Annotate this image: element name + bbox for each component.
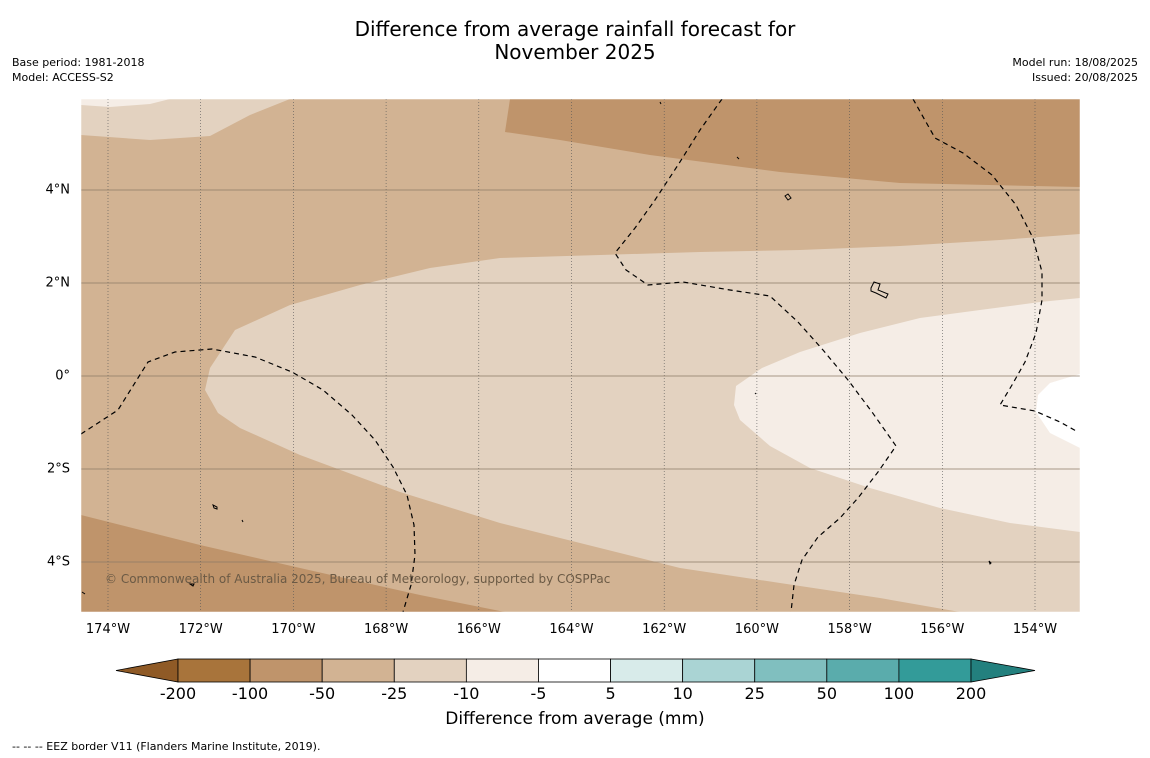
colorbar-swatch: [177, 658, 251, 683]
colorbar-tick-label: -100: [231, 684, 269, 703]
island-9: [754, 392, 757, 395]
colorbar-swatch: [610, 658, 684, 683]
colorbar-tick-label: -25: [381, 684, 408, 703]
colorbar-tick-label: 200: [955, 684, 987, 703]
colorbar-over-arrow: [970, 658, 1036, 683]
island-7: [736, 156, 740, 160]
latitude-label: 2°S: [46, 461, 70, 477]
longitude-label: 154°W: [1012, 622, 1058, 637]
colorbar-swatch: [538, 658, 611, 683]
band-minus-100-north: [505, 99, 1080, 187]
island-8: [241, 519, 244, 523]
island-5: [988, 560, 992, 565]
island-2: [870, 281, 889, 299]
island-10: [81, 591, 86, 595]
latitude-label: 4°S: [46, 554, 70, 570]
longitude-label: 164°W: [549, 622, 594, 637]
eez-borders: [81, 99, 1079, 612]
band-minus-10-east: [734, 298, 1080, 532]
copyright-notice: © Commonwealth of Australia 2025, Bureau…: [105, 572, 611, 586]
model-name: Model: ACCESS-S2: [12, 71, 114, 84]
colorbar-tick-label: 5: [605, 684, 616, 703]
meta-left: Base period: 1981-2018 Model: ACCESS-S2: [12, 55, 144, 85]
eez-footnote: -- -- -- EEZ border V11 (Flanders Marine…: [12, 740, 321, 753]
colorbar-swatch: [321, 658, 395, 683]
island-1: [784, 193, 792, 201]
model-run: Model run: 18/08/2025: [1012, 56, 1138, 69]
eez-border-east: [912, 99, 1079, 433]
colorbar-swatch: [826, 658, 900, 683]
colorbar-tick-label: 10: [672, 684, 693, 703]
island-6: [659, 101, 662, 105]
longitude-label: 166°W: [456, 622, 501, 637]
colorbar-swatch: [682, 658, 756, 683]
colorbar: [115, 658, 1036, 683]
band-near-average-east: [1036, 374, 1080, 448]
longitude-label: 170°W: [271, 622, 316, 637]
band-minus-25-central: [205, 234, 1080, 612]
colorbar-tick-label: -10: [453, 684, 480, 703]
latitude-label: 4°N: [45, 182, 71, 198]
colorbar-title: Difference from average (mm): [445, 709, 705, 729]
longitude-label: 172°W: [178, 622, 223, 637]
colorbar-swatch: [393, 658, 467, 683]
graticule: [81, 99, 1080, 612]
colorbar-tick-label: 50: [816, 684, 837, 703]
islands: [81, 101, 992, 595]
colorbar-tick-label: 100: [883, 684, 915, 703]
colorbar-swatch: [754, 658, 828, 683]
colorbar-swatch: [898, 658, 972, 683]
band-minus-10-northwest: [81, 99, 170, 107]
title-line-1: Difference from average rainfall forecas…: [354, 17, 796, 41]
colorbar-under-arrow: [115, 658, 179, 683]
latitude-label: 0°: [55, 368, 70, 384]
latitude-label: 2°N: [45, 275, 71, 291]
rainfall-field: [81, 99, 1080, 612]
island-4: [188, 583, 195, 587]
map-title: Difference from average rainfall forecas…: [0, 18, 1150, 64]
longitude-label: 158°W: [827, 622, 872, 637]
eez-border-central: [614, 99, 897, 612]
longitude-label: 174°W: [85, 622, 131, 637]
issued-date: Issued: 20/08/2025: [1031, 71, 1138, 84]
longitude-label: 156°W: [920, 622, 965, 637]
title-line-2: November 2025: [494, 40, 656, 64]
colorbar-tick-label: -200: [159, 684, 197, 703]
colorbar-tick-label: -5: [530, 684, 547, 703]
colorbar-tick-label: 25: [744, 684, 765, 703]
map-frame: [80, 98, 1081, 613]
colorbar-tick-label: -50: [309, 684, 336, 703]
base-period: Base period: 1981-2018: [12, 56, 145, 69]
longitude-label: 160°W: [734, 622, 779, 637]
colorbar-swatch: [465, 658, 539, 683]
colorbar-swatch: [249, 658, 323, 683]
longitude-label: 162°W: [642, 622, 687, 637]
longitude-label: 168°W: [364, 622, 409, 637]
band-minus-25-northwest: [81, 99, 290, 140]
island-3: [212, 504, 218, 510]
meta-right: Model run: 18/08/2025 Issued: 20/08/2025: [1012, 55, 1138, 85]
band-minus-100-south: [81, 515, 505, 612]
